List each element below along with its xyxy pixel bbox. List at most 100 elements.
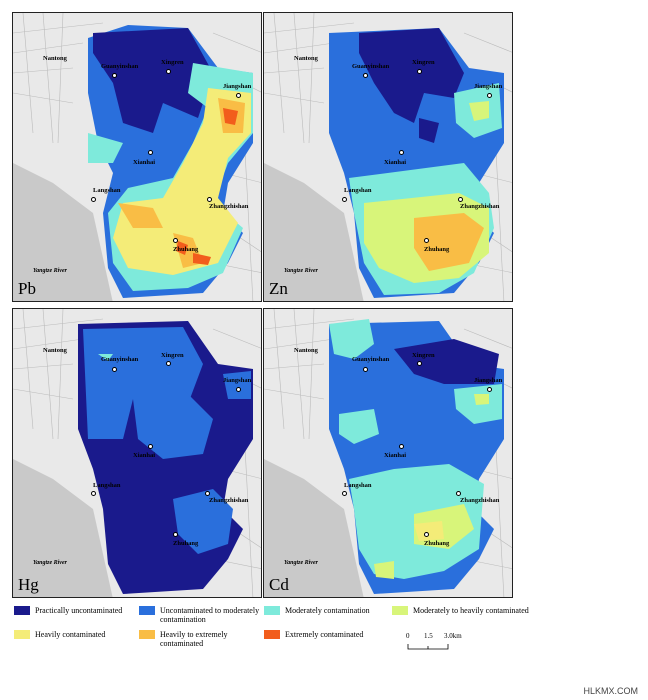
legend-swatch [264,606,280,615]
hg-contamination-map [13,309,261,597]
legend-swatch [139,630,155,639]
site-marker [399,444,404,449]
label-langshan: Langshan [93,187,121,194]
site-marker [148,444,153,449]
map-panel-zn: Nantong Guanyinshan Xingren Jiangshan Xi… [263,12,513,302]
site-marker [236,387,241,392]
label-zhuhang: Zhuhang [424,246,450,253]
label-langshan: Langshan [344,187,372,194]
label-xingren: Xingren [161,59,184,66]
legend-item: Heavily to extremely contaminated [139,630,264,648]
site-marker [173,532,178,537]
site-marker [207,197,212,202]
site-marker [363,367,368,372]
label-jiangshan: Jiangshan [474,83,503,90]
legend-swatch [14,630,30,639]
site-marker [363,73,368,78]
label-zhangzhishan: Zhangzhishan [460,497,500,504]
label-nantong: Nantong [43,347,67,354]
legend-label: Moderately contamination [285,606,370,615]
label-xianhai: Xianhai [384,159,407,166]
legend-item: Practically uncontaminated [14,606,139,615]
label-guanyinshan: Guanyinshan [101,356,139,363]
label-jiangshan: Jiangshan [474,377,503,384]
label-nantong: Nantong [43,55,67,62]
map-panel-hg: Nantong Guanyinshan Xingren Jiangshan Xi… [12,308,262,598]
site-marker [458,197,463,202]
legend-swatch [139,606,155,615]
label-nantong: Nantong [294,347,318,354]
map-panel-pb: Nantong Guanyinshan Xingren Jiangshan Xi… [12,12,262,302]
site-marker [342,491,347,496]
site-marker [424,532,429,537]
label-zhuhang: Zhuhang [424,540,450,547]
panel-letter: Pb [18,279,36,298]
site-marker [424,238,429,243]
legend-item: Extremely contaminated [264,630,394,639]
site-marker [166,361,171,366]
label-guanyinshan: Guanyinshan [101,63,139,70]
site-marker [166,69,171,74]
label-river: Yangtze River [33,560,67,566]
scale-tick-label: 0 [406,632,410,640]
cd-contamination-map [264,309,512,597]
label-xianhai: Xianhai [133,159,156,166]
panel-letter: Hg [18,575,39,594]
label-river: Yangtze River [284,560,318,566]
legend-label: Heavily to extremely contaminated [160,630,228,648]
site-marker [342,197,347,202]
legend-label: Moderately to heavily contaminated [413,606,529,615]
site-marker [236,93,241,98]
panel-letter: Zn [269,279,288,298]
site-marker [112,73,117,78]
site-marker [148,150,153,155]
legend-label: Extremely contaminated [285,630,364,639]
label-langshan: Langshan [93,482,121,489]
label-xianhai: Xianhai [384,452,407,459]
site-marker [205,491,210,496]
legend-swatch [264,630,280,639]
label-guanyinshan: Guanyinshan [352,63,390,70]
site-marker [417,69,422,74]
label-zhuhang: Zhuhang [173,246,199,253]
legend-item: Uncontaminated to moderately contaminati… [139,606,264,624]
watermark: HLKMX.COM [583,686,638,696]
map-panel-cd: Nantong Guanyinshan Xingren Jiangshan Xi… [263,308,513,598]
site-marker [417,361,422,366]
scale-tick-label: 3.0km [444,632,462,640]
label-xianhai: Xianhai [133,452,156,459]
pb-contamination-map [13,13,261,301]
label-xingren: Xingren [412,59,435,66]
scale-tick-label: 1.5 [424,632,433,640]
label-nantong: Nantong [294,55,318,62]
scale-bar: 0 1.5 3.0km [406,632,476,656]
label-zhangzhishan: Zhangzhishan [209,203,249,210]
label-xingren: Xingren [161,352,184,359]
legend-item: Moderately contamination [264,606,394,615]
site-marker [399,150,404,155]
legend-swatch [392,606,408,615]
legend-swatch [14,606,30,615]
site-marker [112,367,117,372]
site-marker [91,197,96,202]
label-jiangshan: Jiangshan [223,83,252,90]
site-marker [487,93,492,98]
legend-label: Heavily contaminated [35,630,106,639]
map-legend: Practically uncontaminated Uncontaminate… [14,606,639,656]
label-jiangshan: Jiangshan [223,377,252,384]
label-zhangzhishan: Zhangzhishan [460,203,500,210]
legend-item: Heavily contaminated [14,630,139,639]
site-marker [487,387,492,392]
label-langshan: Langshan [344,482,372,489]
legend-label: Uncontaminated to moderately contaminati… [160,606,260,624]
label-zhuhang: Zhuhang [173,540,199,547]
panel-letter: Cd [269,575,289,594]
scale-line [407,644,449,650]
site-marker [91,491,96,496]
site-marker [456,491,461,496]
label-zhangzhishan: Zhangzhishan [209,497,249,504]
legend-label: Practically uncontaminated [35,606,123,615]
label-river: Yangtze River [33,268,67,274]
zn-contamination-map [264,13,512,301]
site-marker [173,238,178,243]
